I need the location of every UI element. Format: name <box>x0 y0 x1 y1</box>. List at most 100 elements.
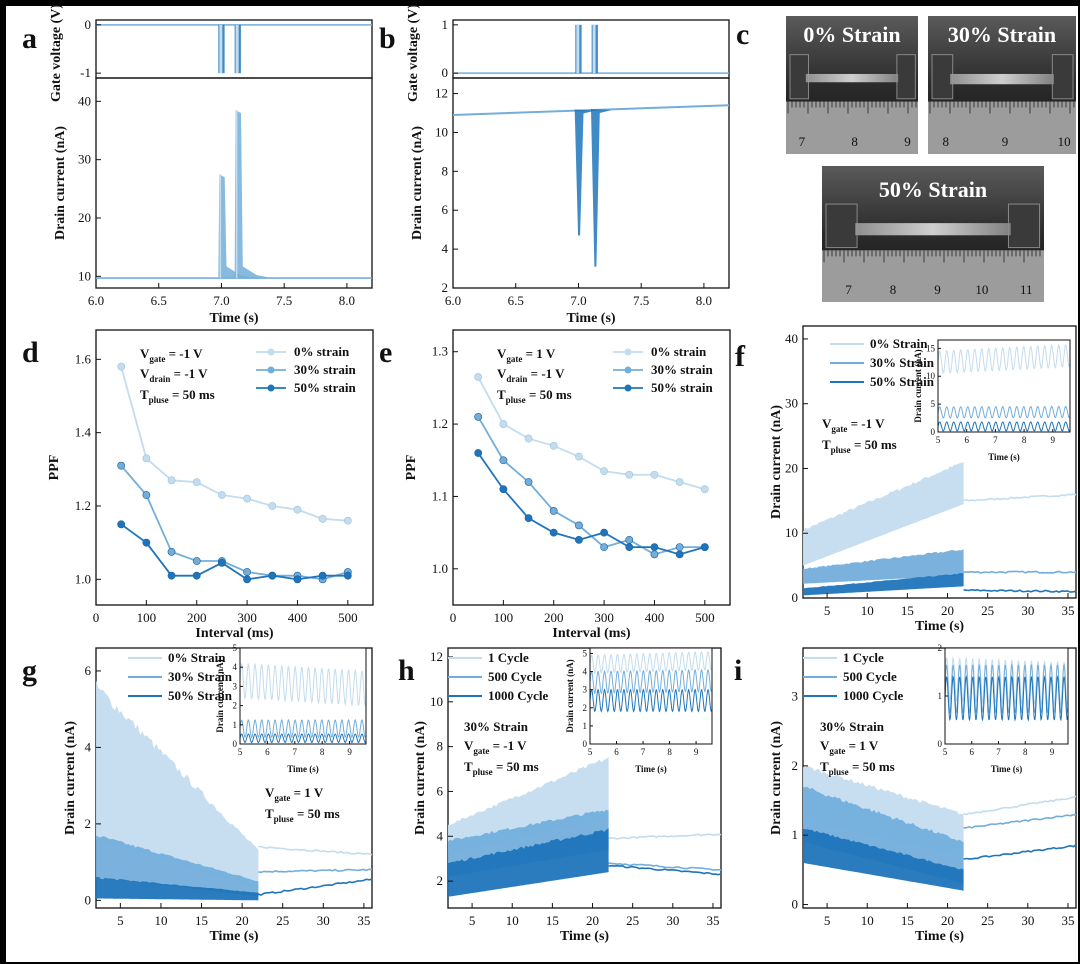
series-tail <box>258 845 373 856</box>
y-tick-label: 2 <box>792 758 799 773</box>
ruler-number: 8 <box>890 282 897 297</box>
series-band <box>803 549 964 584</box>
gate-pulse-edge <box>235 24 239 74</box>
axes-frame <box>447 647 722 909</box>
inset-x-axis-label: Time (s) <box>988 452 1020 462</box>
ruler-number: 10 <box>1058 134 1071 149</box>
ruler-number: 9 <box>904 134 911 149</box>
series-tail <box>963 813 1077 829</box>
x-tick-label: 200 <box>544 610 564 625</box>
legend-label: 500 Cycle <box>843 669 897 684</box>
y-tick-label: 0 <box>792 897 799 912</box>
data-point <box>600 467 608 476</box>
panel-c: 7 8 9 0% Strain 8 9 10 30% Strain 7 8 9 10 11 50% Str… <box>786 16 1076 302</box>
data-point <box>167 571 176 580</box>
x-tick-label: 15 <box>195 913 208 928</box>
legend-label: 30% Strain <box>168 669 233 684</box>
y-tick-label: 10 <box>430 694 443 709</box>
inset-frame <box>589 647 713 745</box>
data-point <box>343 571 352 580</box>
data-point <box>268 571 277 580</box>
current-y-tick-label: 2 <box>442 280 449 295</box>
photo-caption: 50% Strain <box>879 177 987 202</box>
annotation-vgate: Vgate = 1 V <box>265 785 324 803</box>
series-line <box>477 416 705 556</box>
inset: 5 6 7 8 9 0 1 2 3 4 5 Time (s) Drain current (nA) <box>215 643 367 774</box>
inset-wave <box>937 405 1071 419</box>
inset-wave <box>937 344 1071 375</box>
x-tick-label: 8.0 <box>696 293 712 308</box>
series-band <box>803 573 964 596</box>
current-y-tick-label: 10 <box>435 124 448 139</box>
series-band <box>96 680 259 889</box>
photo-clamp <box>789 54 809 100</box>
inset-wave <box>589 668 713 695</box>
inset-x-axis-label: Time (s) <box>287 764 319 774</box>
series-tail <box>608 864 722 876</box>
gate-axes-frame <box>452 19 730 79</box>
gate-y-tick-label: 0 <box>85 17 92 32</box>
inset: 5 6 7 8 9 0 1 2 3 4 5 Time (s) Drain current (nA) <box>565 647 713 774</box>
panel-letter-e: e <box>379 336 392 369</box>
data-point <box>600 528 608 537</box>
photo-clamp <box>1051 54 1074 100</box>
panel-f: 5 10 15 20 25 30 35 0 10 20 30 40 Time (s) Drain curr… <box>769 325 1077 634</box>
x-tick-label: 6.0 <box>445 293 461 308</box>
data-point <box>142 491 151 499</box>
inset: 5 6 7 8 9 0 1 2 Time (s) <box>938 643 1069 774</box>
x-tick-label: 10 <box>861 913 874 928</box>
data-point <box>243 568 251 576</box>
photo-clamp <box>1007 203 1041 249</box>
photo-clamp <box>931 54 954 100</box>
y-tick-label: 0 <box>792 590 799 605</box>
data-point <box>192 571 201 580</box>
x-tick-label: 10 <box>506 913 519 928</box>
current-y-tick-label: 30 <box>78 152 91 167</box>
photo-ruler <box>928 101 1076 154</box>
current-y-tick-label: 4 <box>442 241 449 256</box>
y-tick-label: 30 <box>785 396 798 411</box>
legend-label: 0% Strain <box>168 650 226 665</box>
x-tick-label: 20 <box>586 913 599 928</box>
data-point <box>650 550 659 559</box>
x-tick-label: 7.5 <box>276 293 292 308</box>
current-baseline <box>453 104 729 116</box>
current-peak <box>218 174 257 279</box>
current-peak <box>234 110 273 279</box>
inset-y-tick-label: 2 <box>583 703 588 713</box>
data-point <box>318 571 327 580</box>
photo-film <box>855 223 1011 236</box>
gate-axes-frame <box>95 19 373 79</box>
data-point <box>474 373 483 381</box>
inset-x-tick-label: 7 <box>996 747 1001 757</box>
panel-letter-b: b <box>379 22 396 55</box>
panel-e: 0 100 200 300 400 500 1.0 1.1 1.2 1.3 Interval (ms… <box>404 329 731 641</box>
current-y-tick-label: 10 <box>78 268 91 283</box>
annotation-vgate: Vgate = -1 V <box>464 738 527 756</box>
legend-label: 1 Cycle <box>488 650 529 665</box>
current-y-tick-label: 40 <box>78 93 91 108</box>
inset-frame <box>937 339 1071 433</box>
data-point <box>318 514 327 523</box>
inset-y-tick-label: 10 <box>926 371 936 381</box>
data-point <box>625 470 634 479</box>
data-point <box>499 420 508 428</box>
current-y-axis-label: Drain current (nA) <box>53 126 68 240</box>
annotation-vdrain: Vdrain = -1 V <box>497 366 565 384</box>
y-tick-label: 0 <box>85 892 92 907</box>
panel-letter-a: a <box>22 22 37 55</box>
y-tick-label: 1.1 <box>432 488 448 503</box>
inset-y-tick-label: 15 <box>926 343 936 353</box>
annotation-tpulse: Tpluse = 50 ms <box>820 759 895 777</box>
series-tail <box>963 588 1077 593</box>
inset-x-tick-label: 5 <box>936 435 941 445</box>
data-point <box>524 434 533 443</box>
x-tick-label: 400 <box>645 610 665 625</box>
data-point <box>343 516 352 525</box>
x-axis-label: Time (s) <box>209 929 258 944</box>
x-tick-label: 35 <box>357 913 370 928</box>
inset-x-tick-label: 8 <box>320 747 325 757</box>
legend-label: 30% strain <box>294 362 357 377</box>
photo-ruler <box>822 250 1044 302</box>
